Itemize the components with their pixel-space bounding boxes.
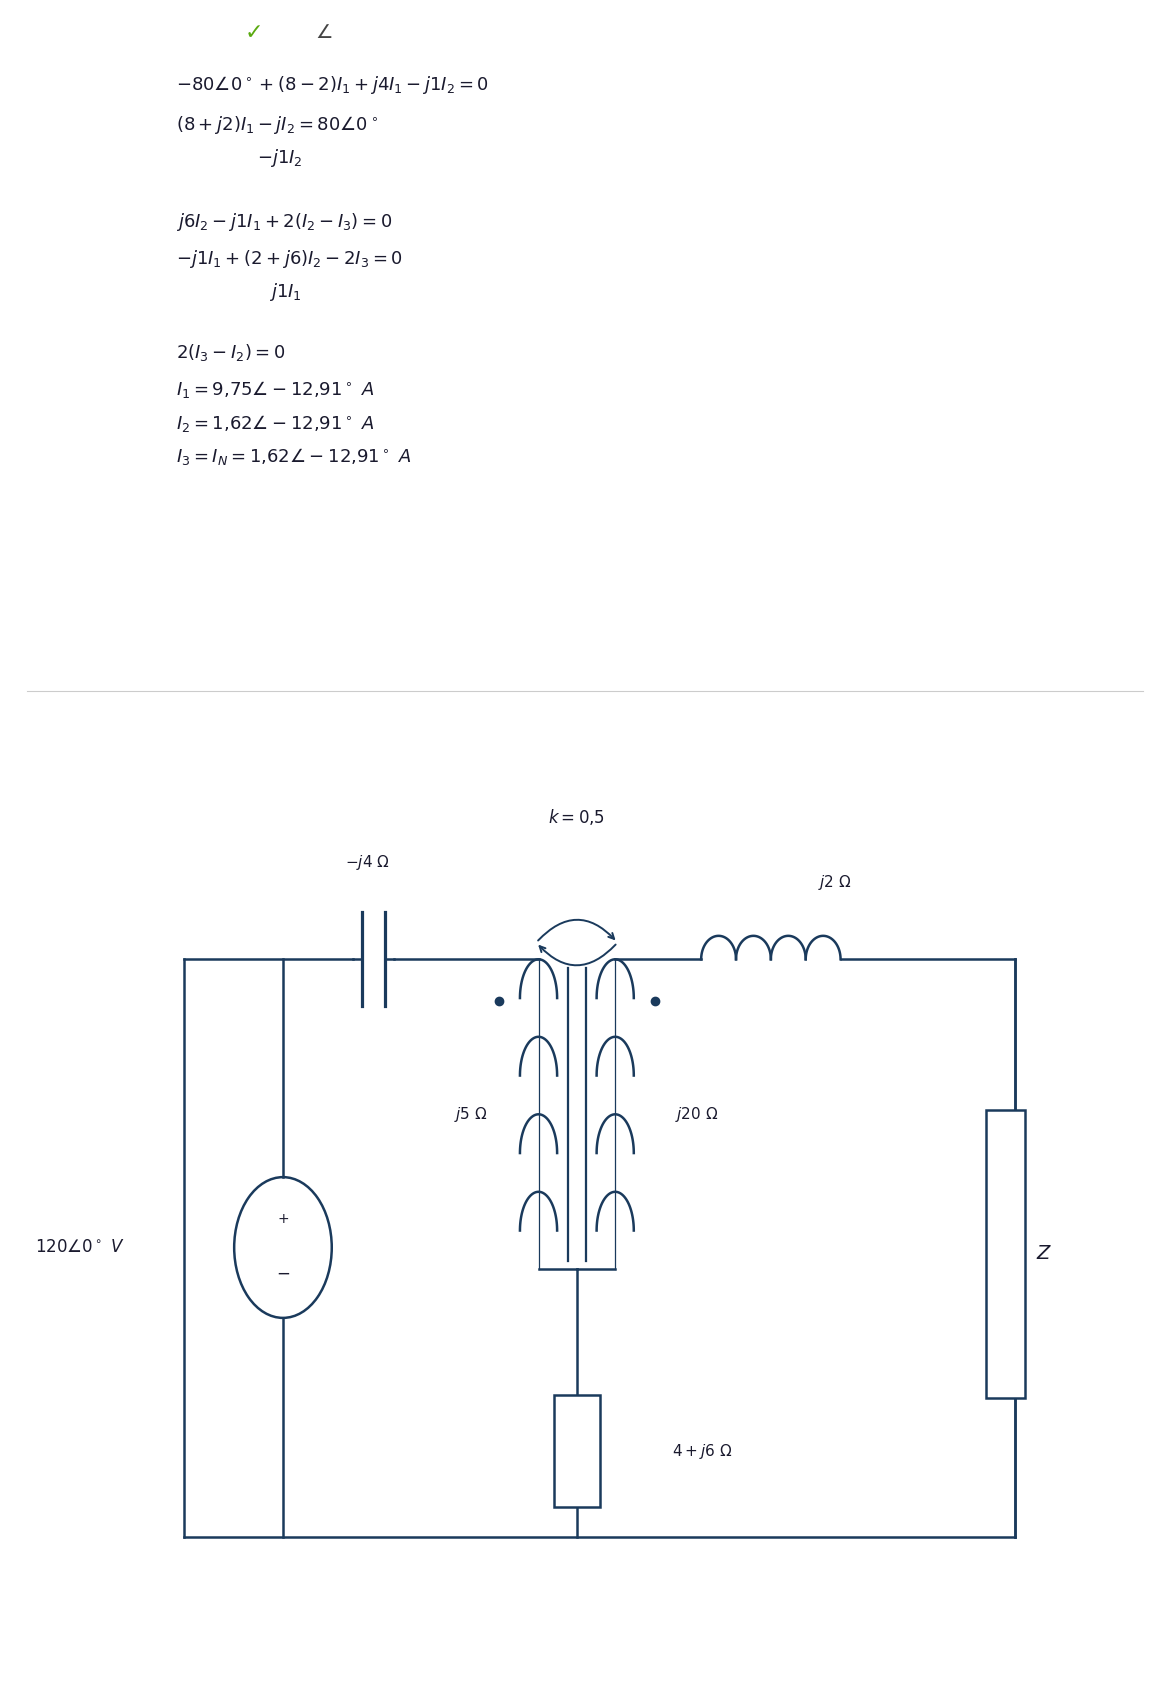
Text: $j2\ \Omega$: $j2\ \Omega$ <box>818 874 852 893</box>
Text: $- j4\ \Omega$: $- j4\ \Omega$ <box>345 854 390 872</box>
Text: $Z$: $Z$ <box>1035 1244 1052 1263</box>
Text: $I_1 = 9{,}75\angle - 12{,}91^\circ\ A$: $I_1 = 9{,}75\angle - 12{,}91^\circ\ A$ <box>177 379 374 401</box>
Text: $k = 0{,}5$: $k = 0{,}5$ <box>549 807 605 827</box>
Text: $I_2 = 1{,}62\angle - 12{,}91^\circ\ A$: $I_2 = 1{,}62\angle - 12{,}91^\circ\ A$ <box>177 413 374 433</box>
Text: $j6I_2 - j1I_1 + 2(I_2 - I_3) = 0$: $j6I_2 - j1I_1 + 2(I_2 - I_3) = 0$ <box>177 210 392 232</box>
Bar <box>553 1394 600 1507</box>
Text: $\angle$: $\angle$ <box>315 24 332 42</box>
Text: $2(I_3 - I_2) = 0$: $2(I_3 - I_2) = 0$ <box>177 342 285 364</box>
Text: $4 + j6\ \Omega$: $4 + j6\ \Omega$ <box>672 1442 732 1460</box>
Text: $-j1I_1 + (2 + j6)I_2 - 2I_3 = 0$: $-j1I_1 + (2 + j6)I_2 - 2I_3 = 0$ <box>177 248 402 269</box>
Text: $j20\ \Omega$: $j20\ \Omega$ <box>675 1105 718 1123</box>
Text: ✓: ✓ <box>245 22 263 42</box>
Text: $j5\ \Omega$: $j5\ \Omega$ <box>454 1105 488 1123</box>
Text: $(8+j2)I_1 - jI_2 = 80\angle0^\circ$: $(8+j2)I_1 - jI_2 = 80\angle0^\circ$ <box>177 115 378 136</box>
Text: $-80\angle0^\circ + (8-2)I_1 + j4I_1 - j1I_2 = 0$: $-80\angle0^\circ + (8-2)I_1 + j4I_1 - j… <box>177 74 489 96</box>
Text: $I_3 = I_N = 1{,}62\angle - 12{,}91^\circ\ A$: $I_3 = I_N = 1{,}62\angle - 12{,}91^\cir… <box>177 446 412 466</box>
Text: $120\angle0^\circ\ V$: $120\angle0^\circ\ V$ <box>35 1239 124 1256</box>
Text: $j1I_1$: $j1I_1$ <box>269 281 302 303</box>
Text: $+$: $+$ <box>277 1212 289 1226</box>
Text: $-$: $-$ <box>276 1263 290 1282</box>
Bar <box>986 1110 1025 1398</box>
Text: $-j1I_2$: $-j1I_2$ <box>257 147 303 170</box>
